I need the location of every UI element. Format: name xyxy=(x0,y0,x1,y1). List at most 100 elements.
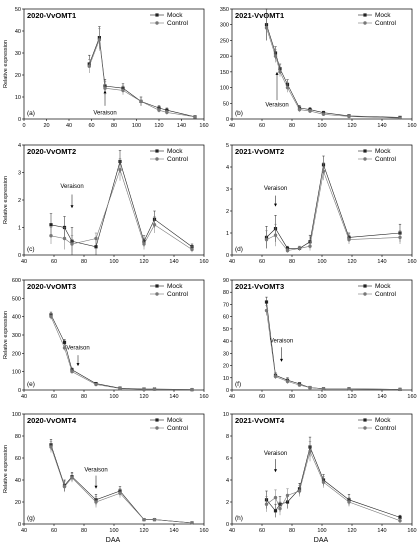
data-point xyxy=(139,99,143,104)
x-axis-title-left: DAA xyxy=(105,537,121,544)
x-tick-label: 40 xyxy=(66,123,72,129)
x-tick-label: 100 xyxy=(109,528,118,534)
legend-label: Control xyxy=(375,291,397,298)
data-point xyxy=(347,500,351,504)
veraison-label: Veraison xyxy=(66,346,89,352)
legend-marker xyxy=(363,13,367,17)
data-point xyxy=(94,245,98,249)
series-control-b xyxy=(264,15,402,120)
y-tick-label: 30 xyxy=(223,351,229,357)
y-tick-label: 20 xyxy=(15,500,21,506)
veraison-arrow-head xyxy=(274,203,277,207)
y-axis-title: Relative expression xyxy=(3,40,9,88)
x-tick-label: 40 xyxy=(229,528,235,534)
legend-label: Mock xyxy=(375,148,391,155)
veraison-label: Veraison xyxy=(270,339,293,345)
series-line xyxy=(50,316,193,390)
data-point xyxy=(308,385,312,390)
data-point xyxy=(321,387,326,391)
y-tick-label: 0 xyxy=(226,388,229,394)
x-tick-label: 80 xyxy=(289,528,295,534)
data-point xyxy=(165,110,169,115)
legend-marker xyxy=(363,292,367,296)
legend-label: Mock xyxy=(167,148,183,155)
veraison-label: Veraison xyxy=(264,186,287,192)
x-tick-label: 100 xyxy=(132,123,141,129)
y-tick-label: 40 xyxy=(223,339,229,345)
data-point xyxy=(152,223,157,227)
legend-marker xyxy=(155,13,159,17)
panel-f: 40 60 80 100 120 140 160 0 10 20 30 40 50 60 70 80 90 202… xyxy=(223,278,417,400)
panel-h: 40 60 80 100 120 140 160 0 2 4 6 8 10 2021-VvOMT4 (h) M… xyxy=(223,412,417,534)
y-tick-label: 80 xyxy=(223,290,229,296)
y-tick-label: 0 xyxy=(18,117,21,123)
data-point xyxy=(62,340,67,344)
panel-title: 2021-VvOMT4 xyxy=(235,416,285,425)
legend-marker xyxy=(363,157,367,161)
legend-marker xyxy=(155,21,159,25)
panel-e: 40 60 80 100 120 140 160 0 100 200 300 400 500 600 Rel… xyxy=(3,278,209,400)
data-point xyxy=(190,247,194,252)
y-tick-label: 60 xyxy=(15,456,21,462)
veraison-arrow-head xyxy=(94,485,98,489)
x-tick-label: 140 xyxy=(377,259,386,265)
veraison-arrow-head xyxy=(274,469,277,473)
data-point xyxy=(273,374,278,379)
data-point xyxy=(321,112,326,116)
data-point xyxy=(285,493,290,498)
y-tick-label: 80 xyxy=(15,434,21,440)
legend-marker xyxy=(155,418,159,422)
x-tick-label: 100 xyxy=(317,259,326,265)
y-tick-label: 50 xyxy=(15,7,21,13)
data-point xyxy=(87,64,91,68)
data-point xyxy=(308,109,312,113)
panel-label: (d) xyxy=(235,246,243,253)
y-tick-label: 70 xyxy=(223,302,229,308)
series-control-a xyxy=(87,28,197,119)
panel-title: 2021-VvOMT2 xyxy=(235,147,284,156)
y-tick-label: 30 xyxy=(15,51,21,57)
y-tick-label: 6 xyxy=(226,456,229,462)
x-tick-label: 60 xyxy=(51,528,57,534)
panel-c: 40 60 80 100 120 140 160 0 1 2 3 4 Relative expressi… xyxy=(3,143,209,265)
x-tick-label: 40 xyxy=(229,123,235,129)
x-tick-label: 140 xyxy=(169,259,178,265)
x-tick-label: 160 xyxy=(199,259,208,265)
panel-b: 40 60 80 100 120 140 160 0 50 100 150 200 250 300 350 2… xyxy=(220,7,417,129)
series-line xyxy=(266,310,401,390)
x-tick-label: 0 xyxy=(22,123,25,129)
data-point xyxy=(49,445,53,449)
veraison-label: Veraison xyxy=(84,467,107,473)
y-tick-label: 50 xyxy=(223,327,229,333)
y-tick-label: 600 xyxy=(12,278,21,284)
x-tick-label: 40 xyxy=(21,259,27,265)
data-point xyxy=(70,242,74,246)
data-point xyxy=(297,107,302,112)
data-point xyxy=(118,491,122,495)
data-point xyxy=(62,484,67,489)
series-control-d xyxy=(264,162,402,253)
y-tick-label: 0 xyxy=(226,253,229,259)
veraison-arrow-head xyxy=(103,90,107,94)
series-line xyxy=(50,446,193,524)
series-mock-c xyxy=(49,150,194,255)
legend-marker xyxy=(363,284,367,288)
y-tick-label: 2 xyxy=(226,500,229,506)
legend-label: Mock xyxy=(167,12,183,19)
series-control-h xyxy=(264,441,402,523)
x-tick-label: 140 xyxy=(177,123,186,129)
data-point xyxy=(142,387,146,391)
data-point xyxy=(297,383,302,387)
legend-marker xyxy=(363,149,367,153)
y-tick-label: 1 xyxy=(226,231,229,237)
y-tick-label: 100 xyxy=(12,370,21,376)
y-tick-label: 60 xyxy=(223,315,229,321)
data-point xyxy=(94,236,98,241)
data-point xyxy=(121,88,125,93)
y-tick-label: 150 xyxy=(220,70,229,76)
x-tick-label: 120 xyxy=(347,394,356,400)
x-tick-label: 60 xyxy=(259,123,265,129)
x-tick-label: 20 xyxy=(43,123,49,129)
data-point xyxy=(70,476,74,480)
